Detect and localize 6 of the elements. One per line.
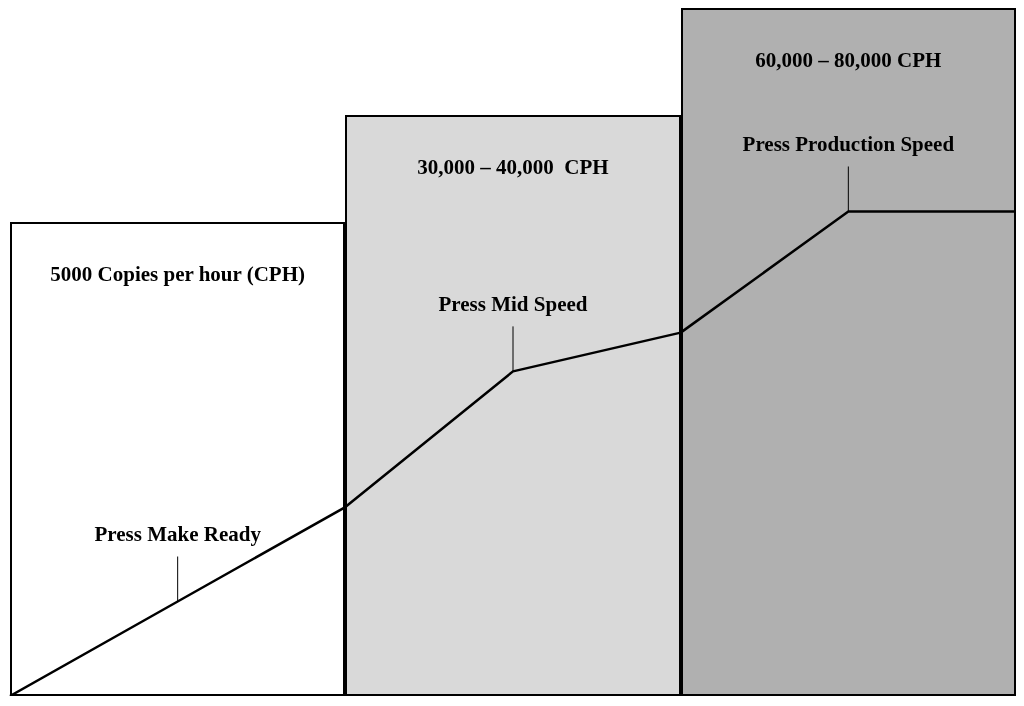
annotation: 5000 Copies per hour (CPH) (49, 262, 307, 287)
text: Press Production Speed (742, 132, 955, 157)
text: 30,000 – 40,000 CPH (416, 155, 610, 180)
text: 60,000 – 80,000 CPH (754, 48, 943, 73)
annotation: Press Make Ready (94, 522, 262, 547)
annotation: Press Mid Speed (438, 292, 588, 317)
